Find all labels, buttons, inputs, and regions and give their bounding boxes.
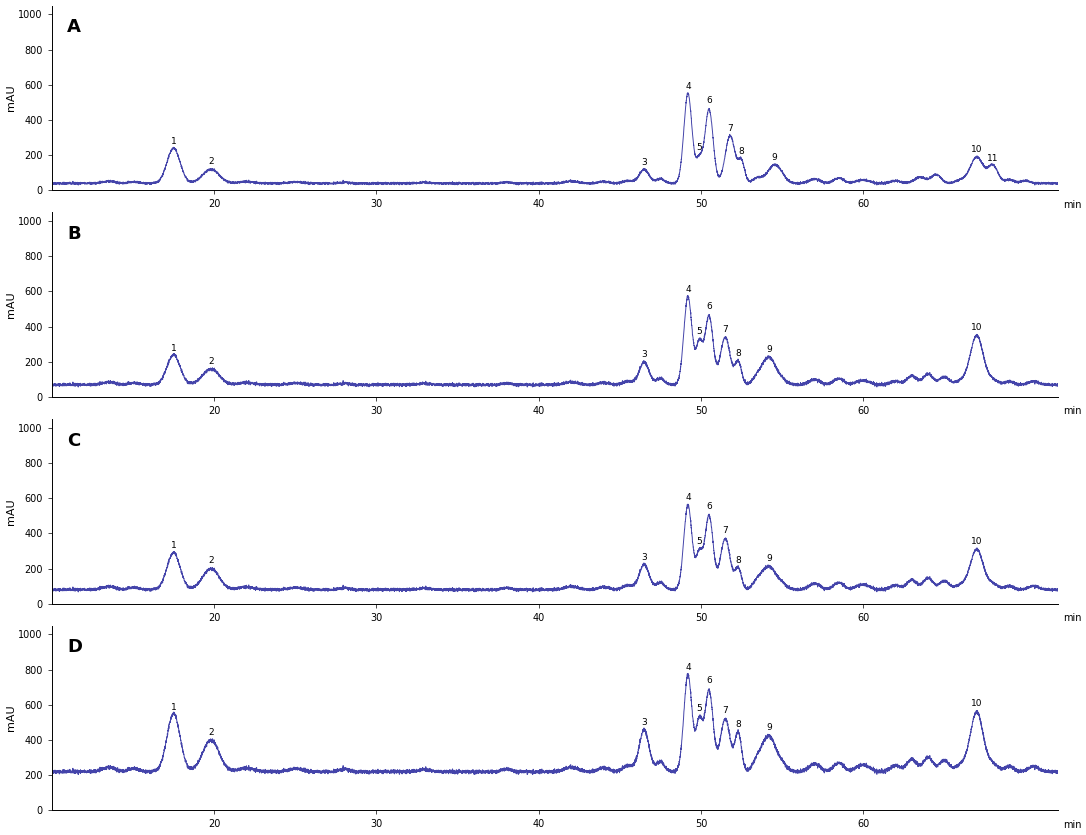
Text: 3: 3 <box>641 350 647 359</box>
Text: C: C <box>67 432 80 450</box>
Text: 4: 4 <box>685 493 691 502</box>
Text: 7: 7 <box>722 526 728 535</box>
Y-axis label: mAU: mAU <box>5 84 15 111</box>
Text: 8: 8 <box>735 349 741 358</box>
Text: min: min <box>1063 613 1082 623</box>
Text: 5: 5 <box>696 537 703 545</box>
Text: 9: 9 <box>767 723 772 732</box>
Text: D: D <box>67 639 81 656</box>
Text: 10: 10 <box>971 537 983 546</box>
Text: 7: 7 <box>722 325 728 334</box>
Text: 1: 1 <box>171 541 176 550</box>
Text: 6: 6 <box>706 502 712 511</box>
Text: 8: 8 <box>735 720 741 729</box>
Text: 1: 1 <box>171 702 176 711</box>
Text: 7: 7 <box>722 706 728 716</box>
Text: 5: 5 <box>696 326 703 336</box>
Text: 3: 3 <box>641 158 647 166</box>
Y-axis label: mAU: mAU <box>5 498 15 524</box>
Y-axis label: mAU: mAU <box>5 705 15 731</box>
Text: min: min <box>1063 200 1082 210</box>
Text: 9: 9 <box>771 153 776 162</box>
Text: 11: 11 <box>987 154 999 163</box>
Text: 4: 4 <box>685 82 691 90</box>
Text: 1: 1 <box>171 343 176 352</box>
Text: min: min <box>1063 406 1082 416</box>
Text: 10: 10 <box>971 323 983 332</box>
Text: min: min <box>1063 819 1082 829</box>
Text: A: A <box>67 18 80 37</box>
Text: 10: 10 <box>971 144 983 154</box>
Text: 6: 6 <box>706 302 712 311</box>
Text: 10: 10 <box>971 699 983 708</box>
Text: 3: 3 <box>641 718 647 727</box>
Y-axis label: mAU: mAU <box>5 291 15 318</box>
Text: 4: 4 <box>685 285 691 294</box>
Text: 2: 2 <box>209 556 214 565</box>
Text: 2: 2 <box>209 727 214 736</box>
Text: 9: 9 <box>767 554 772 563</box>
Text: 2: 2 <box>209 157 214 166</box>
Text: 8: 8 <box>738 147 744 156</box>
Text: 3: 3 <box>641 553 647 562</box>
Text: 5: 5 <box>696 143 703 151</box>
Text: 7: 7 <box>728 124 733 133</box>
Text: 2: 2 <box>209 357 214 366</box>
Text: B: B <box>67 225 80 243</box>
Text: 6: 6 <box>706 96 712 105</box>
Text: 6: 6 <box>706 676 712 686</box>
Text: 5: 5 <box>696 704 703 713</box>
Text: 4: 4 <box>685 663 691 672</box>
Text: 9: 9 <box>767 345 772 353</box>
Text: 1: 1 <box>171 137 176 145</box>
Text: 8: 8 <box>735 555 741 564</box>
